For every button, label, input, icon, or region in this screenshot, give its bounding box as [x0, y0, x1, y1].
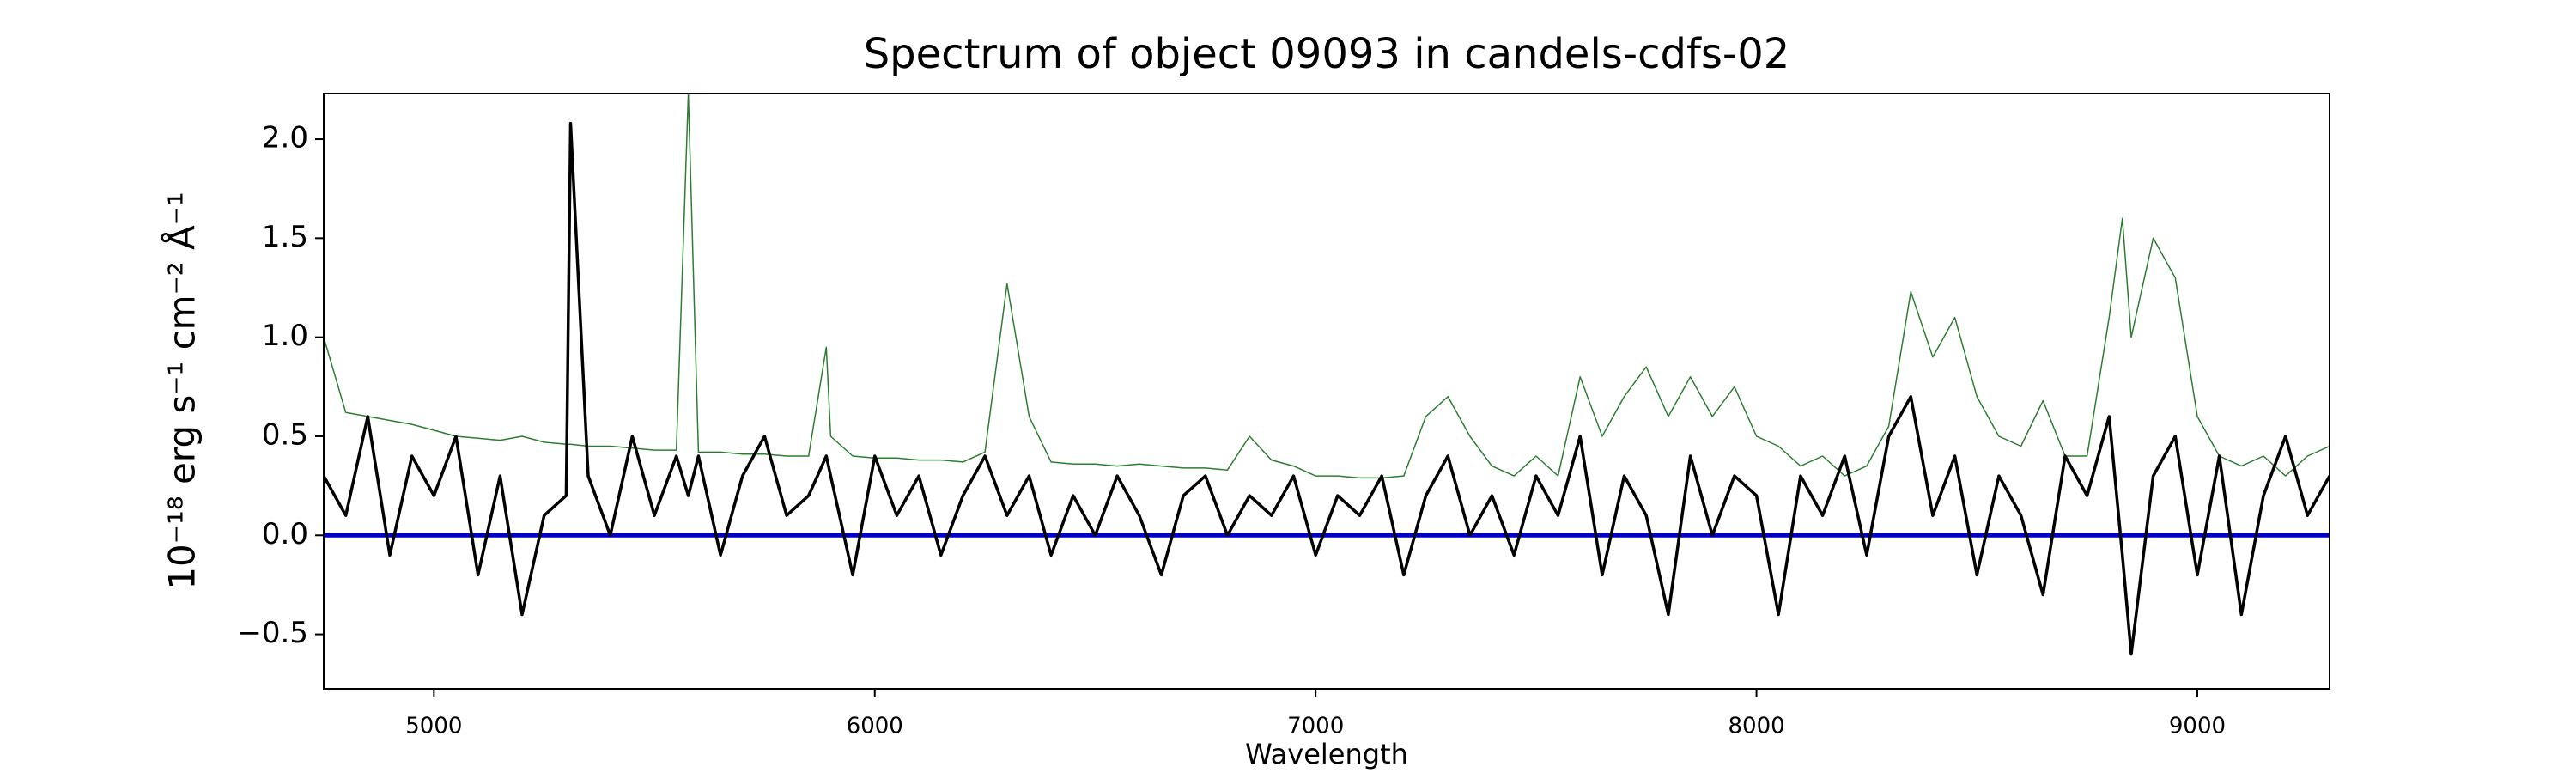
x-axis-label: Wavelength: [1245, 738, 1408, 770]
x-tick-label: 6000: [847, 714, 903, 740]
y-tick-label: 1.0: [262, 319, 308, 353]
spectrum-line: [324, 94, 2330, 479]
chart-title: Spectrum of object 09093 in candels-cdfs…: [864, 30, 1790, 78]
y-tick-label: 0.5: [262, 417, 308, 452]
y-axis-label: 10⁻¹⁸ erg s⁻¹ cm⁻² Å⁻¹: [161, 192, 204, 589]
y-tick-label: 1.5: [262, 220, 308, 254]
y-tick-label: −0.5: [237, 616, 308, 650]
spectrum-line: [324, 121, 2330, 656]
x-tick-label: 7000: [1287, 714, 1344, 740]
x-tick-label: 9000: [2169, 714, 2226, 740]
y-tick-label: 0.0: [262, 517, 308, 551]
x-tick-label: 5000: [405, 714, 462, 740]
axes-frame: [323, 93, 2330, 690]
plot-area: [324, 94, 2330, 656]
y-tick-label: 2.0: [262, 121, 308, 155]
x-tick-label: 8000: [1728, 714, 1784, 740]
